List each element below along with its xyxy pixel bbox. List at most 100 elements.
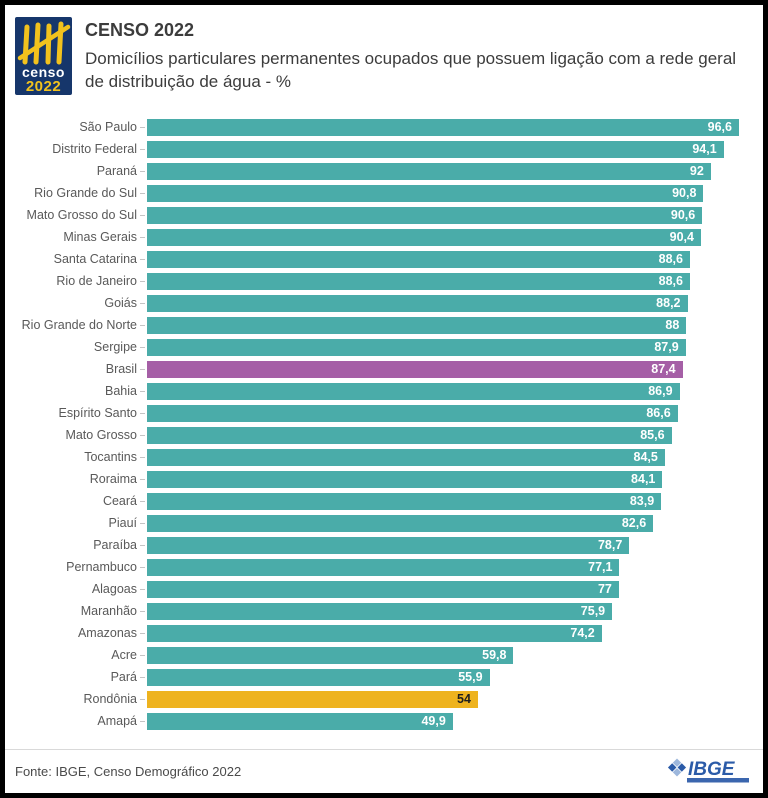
category-label: Paraíba	[93, 538, 137, 552]
category-label: Acre	[111, 648, 137, 662]
bar-row: Santa Catarina 88,6	[15, 248, 749, 270]
axis-tick	[140, 654, 145, 656]
axis-tick	[140, 544, 145, 546]
bar-row: Roraima 84,1	[15, 468, 749, 490]
censo-2022-logo: censo 2022	[15, 17, 72, 100]
bar-value-label: 90,8	[672, 186, 697, 200]
bar-value-label: 88,6	[658, 252, 683, 266]
category-label: Rio Grande do Sul	[34, 186, 137, 200]
bar-row: Pará 55,9	[15, 666, 749, 688]
bar-track: 94,1	[147, 140, 739, 158]
axis-tick	[140, 566, 145, 568]
axis-tick	[140, 346, 145, 348]
bar: 77,1	[147, 558, 620, 576]
bar-track: 74,2	[147, 624, 739, 642]
bar-track: 85,6	[147, 426, 739, 444]
bar-track: 96,6	[147, 118, 739, 136]
bar: 85,6	[147, 426, 672, 444]
category-label: Piauí	[108, 516, 138, 530]
category-label: Goiás	[104, 296, 137, 310]
category-label: Rondônia	[83, 692, 137, 706]
source-text: Fonte: IBGE, Censo Demográfico 2022	[15, 763, 242, 779]
axis-tick	[140, 258, 145, 260]
axis-tick	[140, 302, 145, 304]
bar-value-label: 87,9	[654, 340, 679, 354]
chart-subtitle: Domicílios particulares permanentes ocup…	[85, 49, 737, 91]
bar-row: Ceará 83,9	[15, 490, 749, 512]
bar-row: Maranhão 75,9	[15, 600, 749, 622]
bar-value-label: 88	[665, 318, 680, 332]
footer: Fonte: IBGE, Censo Demográfico 2022 IBGE	[5, 749, 763, 793]
header: censo 2022 CENSO 2022 Domicílios particu…	[5, 5, 763, 100]
category-label: Alagoas	[91, 582, 137, 596]
axis-tick	[140, 478, 145, 480]
bar-track: 90,8	[147, 184, 739, 202]
bar-row: Rio Grande do Sul 90,8	[15, 182, 749, 204]
category-label: Tocantins	[84, 450, 137, 464]
axis-tick	[140, 280, 145, 282]
axis-tick	[140, 148, 145, 150]
bar-row: Paraíba 78,7	[15, 534, 749, 556]
bar-value-label: 59,8	[482, 648, 507, 662]
axis-tick	[140, 632, 145, 634]
bar-row: Tocantins 84,5	[15, 446, 749, 468]
category-label: São Paulo	[79, 120, 137, 134]
bar-track: 59,8	[147, 646, 739, 664]
category-label: Mato Grosso	[65, 428, 137, 442]
bar: 78,7	[147, 536, 630, 554]
axis-tick	[140, 170, 145, 172]
category-label: Distrito Federal	[52, 142, 137, 156]
bar: 75,9	[147, 602, 613, 620]
category-label: Amapá	[97, 714, 137, 728]
bar-track: 88,6	[147, 272, 739, 290]
axis-tick	[140, 324, 145, 326]
bar-value-label: 83,9	[629, 494, 655, 508]
ibge-logo-tagline-bar	[687, 778, 749, 783]
bar-value-label: 49,9	[421, 714, 446, 728]
bar: 92	[147, 162, 711, 180]
svg-text:2022: 2022	[26, 78, 61, 95]
bar-track: 86,6	[147, 404, 739, 422]
bar-row: Espírito Santo 86,6	[15, 402, 749, 424]
bar-row: Minas Gerais 90,4	[15, 226, 749, 248]
axis-tick	[140, 698, 145, 700]
bar-row: Goiás 88,2	[15, 292, 749, 314]
bar-value-label: 86,9	[648, 384, 673, 398]
bar-value-label: 87,4	[651, 362, 676, 376]
censo-2022-logo-icon: censo 2022	[15, 17, 72, 95]
page-title: CENSO 2022	[85, 20, 195, 40]
bar-value-label: 90,4	[669, 230, 694, 244]
category-label: Pará	[110, 670, 137, 684]
ibge-logo: IBGE	[667, 758, 749, 783]
bar-value-label: 85,6	[640, 428, 665, 442]
axis-tick	[140, 676, 145, 678]
bar: 88	[147, 316, 687, 334]
axis-tick	[140, 720, 145, 722]
bar: 87,4	[147, 360, 683, 378]
axis-tick	[140, 412, 145, 414]
bar-value-label: 75,9	[580, 604, 606, 618]
bar-value-label: 77,1	[588, 560, 613, 574]
axis-tick	[140, 192, 145, 194]
axis-tick	[140, 610, 145, 612]
bar: 84,1	[147, 470, 663, 488]
bar-value-label: 92	[689, 164, 704, 178]
bar: 86,6	[147, 404, 678, 422]
bar-track: 88,6	[147, 250, 739, 268]
bar-value-label: 84,1	[631, 472, 656, 486]
bar: 90,6	[147, 206, 703, 224]
bar: 88,6	[147, 250, 690, 268]
category-label: Pernambuco	[66, 560, 137, 574]
category-label: Roraima	[89, 472, 137, 486]
bar-row: Alagoas 77	[15, 578, 749, 600]
bar: 96,6	[147, 118, 739, 136]
axis-tick	[140, 588, 145, 590]
bar-track: 49,9	[147, 712, 739, 730]
axis-tick	[140, 456, 145, 458]
category-label: Brasil	[105, 362, 137, 376]
axis-tick	[140, 214, 145, 216]
category-label: Mato Grosso do Sul	[26, 208, 137, 222]
bar: 94,1	[147, 140, 724, 158]
bar: 49,9	[147, 712, 453, 730]
